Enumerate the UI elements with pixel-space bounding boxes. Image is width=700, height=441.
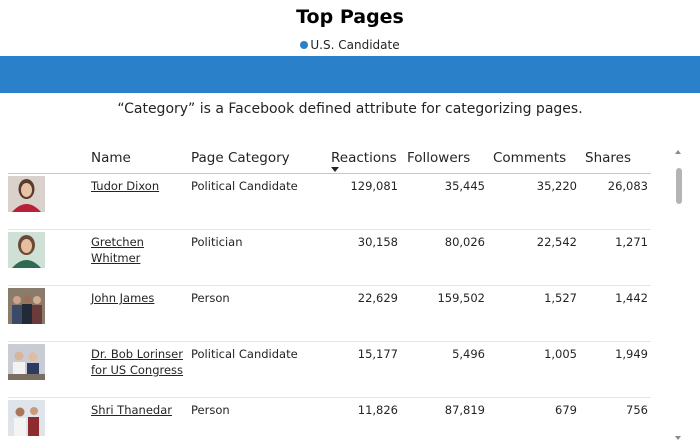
- header-band: [0, 56, 700, 93]
- column-header-name[interactable]: Name: [91, 150, 131, 166]
- row-divider: [8, 285, 651, 286]
- table-row: John James Person 22,629 159,502 1,527 1…: [0, 286, 700, 342]
- top-pages-table: Name Page Category Reactions Followers C…: [0, 146, 700, 441]
- column-header-category[interactable]: Page Category: [191, 150, 290, 166]
- scroll-down-icon[interactable]: [675, 436, 681, 440]
- profile-photo: [8, 288, 45, 324]
- reactions-value: 22,629: [357, 291, 398, 305]
- column-header-shares[interactable]: Shares: [585, 150, 631, 166]
- shares-value: 26,083: [607, 179, 648, 193]
- column-header-comments[interactable]: Comments: [493, 150, 567, 166]
- page-category: Political Candidate: [191, 347, 298, 361]
- profile-photo: [8, 232, 45, 268]
- table-body: Tudor Dixon Political Candidate 129,081 …: [0, 174, 700, 441]
- page-title: Top Pages: [296, 6, 404, 28]
- page-category: Politician: [191, 235, 243, 249]
- shares-value: 756: [626, 403, 648, 417]
- row-divider: [8, 397, 651, 398]
- reactions-value: 15,177: [357, 347, 398, 361]
- shares-value: 1,271: [615, 235, 648, 249]
- comments-value: 35,220: [536, 179, 577, 193]
- page-category: Person: [191, 291, 230, 305]
- row-divider: [8, 341, 651, 342]
- profile-photo: [8, 400, 45, 436]
- followers-value: 35,445: [444, 179, 485, 193]
- scroll-thumb[interactable]: [676, 168, 682, 204]
- page-category: Person: [191, 403, 230, 417]
- table-row: Gretchen Whitmer Politician 30,158 80,02…: [0, 230, 700, 286]
- profile-photo: [8, 176, 45, 212]
- followers-value: 159,502: [437, 291, 485, 305]
- legend: U.S. Candidate: [0, 38, 700, 52]
- column-header-followers[interactable]: Followers: [407, 150, 471, 166]
- table-row: Dr. Bob Lorinser for US Congress Politic…: [0, 342, 700, 398]
- vertical-scrollbar[interactable]: [674, 150, 684, 440]
- profile-photo: [8, 344, 45, 380]
- comments-value: 22,542: [536, 235, 577, 249]
- comments-value: 679: [555, 403, 577, 417]
- followers-value: 5,496: [452, 347, 485, 361]
- row-divider: [8, 229, 651, 230]
- reactions-value: 11,826: [357, 403, 398, 417]
- shares-value: 1,442: [615, 291, 648, 305]
- scroll-up-icon[interactable]: [675, 150, 681, 154]
- sort-descending-icon[interactable]: [331, 167, 339, 172]
- legend-label: U.S. Candidate: [310, 38, 400, 52]
- page-name-link[interactable]: Shri Thanedar: [91, 403, 172, 417]
- column-header-reactions[interactable]: Reactions: [331, 150, 397, 166]
- followers-value: 80,026: [444, 235, 485, 249]
- page-name-link[interactable]: Dr. Bob Lorinser for US Congress: [91, 347, 184, 377]
- page-category: Political Candidate: [191, 179, 298, 193]
- followers-value: 87,819: [444, 403, 485, 417]
- page-name-link[interactable]: Gretchen Whitmer: [91, 235, 144, 265]
- comments-value: 1,005: [544, 347, 577, 361]
- reactions-value: 129,081: [350, 179, 398, 193]
- page-name-link[interactable]: John James: [91, 291, 155, 305]
- table-row: Tudor Dixon Political Candidate 129,081 …: [0, 174, 700, 230]
- legend-dot-icon: [300, 41, 309, 49]
- comments-value: 1,527: [544, 291, 577, 305]
- table-row: Shri Thanedar Person 11,826 87,819 679 7…: [0, 398, 700, 441]
- shares-value: 1,949: [615, 347, 648, 361]
- reactions-value: 30,158: [357, 235, 398, 249]
- header-divider: [8, 173, 651, 174]
- category-note: “Category” is a Facebook defined attribu…: [117, 101, 583, 117]
- page-name-link[interactable]: Tudor Dixon: [91, 179, 160, 193]
